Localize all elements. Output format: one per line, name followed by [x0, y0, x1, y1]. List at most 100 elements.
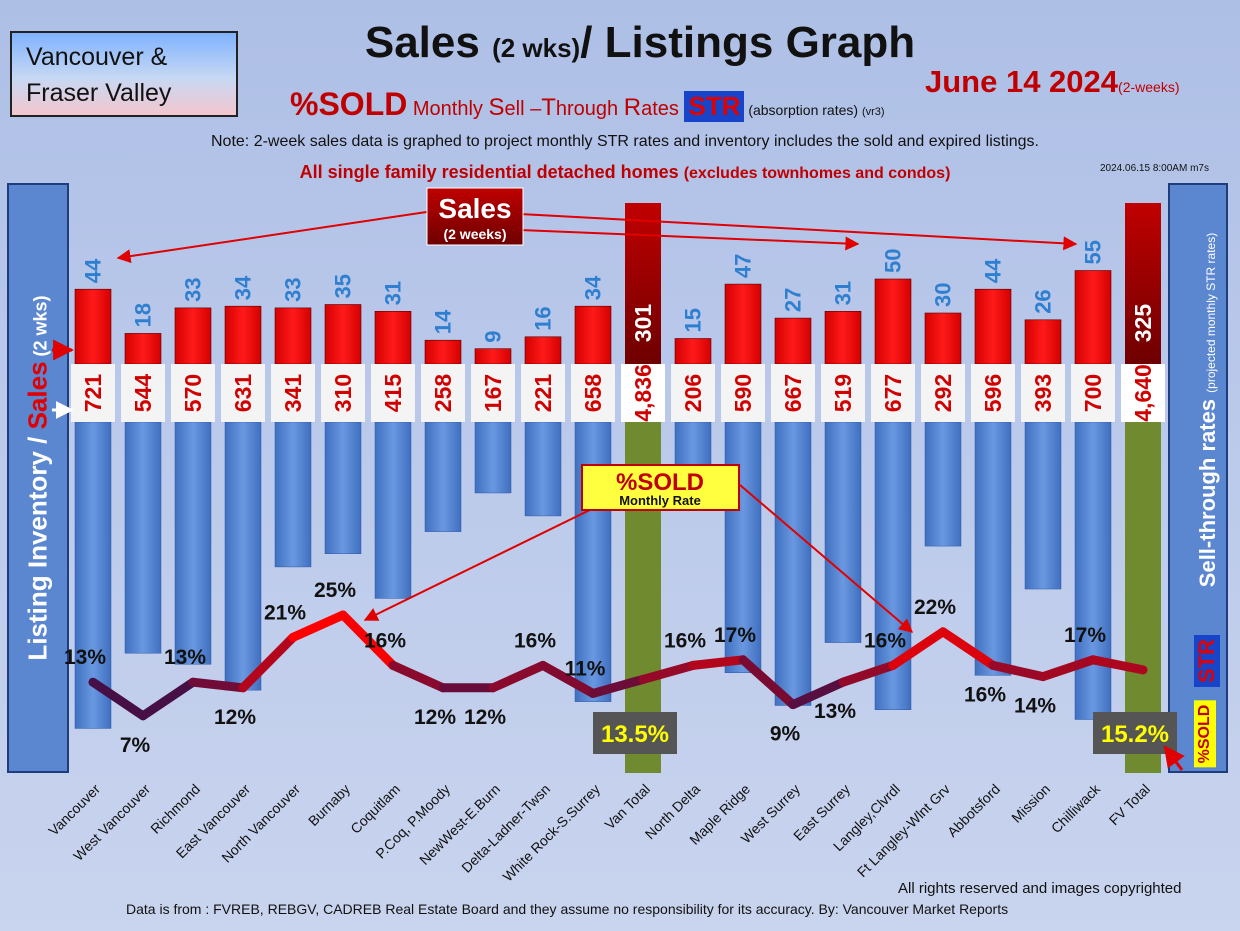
sold-label: 9%	[770, 723, 801, 746]
inventory-label: 570	[180, 374, 206, 412]
sales-callout-arrow-2	[519, 229, 860, 251]
inventory-label-cell	[421, 364, 465, 422]
sold-callout-sub: Monthly Rate	[619, 493, 701, 508]
inventory-label-cell	[721, 364, 765, 422]
sold-label: 16%	[964, 683, 1006, 706]
sales-label: 18	[131, 303, 156, 327]
report-date: June 14 2024(2-weeks)	[925, 64, 1180, 100]
inventory-label-cell	[1021, 364, 1065, 422]
chart-subtitle: %SOLD Monthly Sell –Through Rates STR (a…	[290, 86, 885, 123]
inventory-label: 631	[230, 374, 256, 413]
subtitle-version: (vr3)	[861, 106, 885, 118]
inventory-label: 206	[680, 374, 706, 412]
total-sold-box	[1093, 712, 1177, 754]
inventory-bar	[174, 421, 212, 665]
sales-label: 33	[181, 277, 206, 301]
inventory-label: 596	[980, 374, 1006, 412]
inventory-bar	[224, 421, 262, 691]
sales-bar	[124, 333, 162, 365]
inventory-bar	[274, 421, 312, 568]
bars-layer	[71, 203, 1165, 773]
title-part-1: Sales	[364, 18, 493, 67]
sold-line-segment	[738, 655, 798, 710]
chart-scope: All single family residential detached h…	[60, 162, 1190, 183]
sold-line-segment	[488, 660, 548, 693]
x-tick-label: Abbotsford	[944, 781, 1003, 840]
source-text: Data is from : FVREB, REBGV, CADREB Real…	[126, 901, 1009, 917]
fv-total-pointer-arrow	[1163, 745, 1185, 771]
chart-note: Note: 2-week sales data is graphed to pr…	[211, 133, 1039, 150]
sales-bar	[724, 283, 762, 365]
inventory-bar	[1125, 364, 1161, 773]
sales-bar	[974, 288, 1012, 365]
sales-bar	[625, 203, 661, 364]
sales-bar	[574, 305, 612, 365]
x-tick-label: Delta-Ladner-Twsn	[458, 781, 553, 876]
sales-bar	[174, 307, 212, 365]
inventory-label: 721	[80, 374, 106, 413]
sales-label: 34	[231, 275, 256, 300]
inventory-label-cell	[521, 364, 565, 422]
chart-title: Sales (2 wks)/ Listings Graph	[260, 18, 1020, 68]
sales-label: 325	[1130, 304, 1156, 343]
inventory-bar	[974, 421, 1012, 676]
subtitle-sold: %SOLD	[290, 86, 408, 122]
sales-label: 44	[981, 258, 1006, 283]
region-box: Vancouver & Fraser Valley	[10, 31, 238, 117]
sales-bar	[224, 305, 262, 365]
sales-label: 55	[1081, 240, 1106, 264]
inventory-bar	[424, 421, 462, 532]
sold-label: 7%	[120, 734, 151, 757]
sales-bar	[524, 336, 562, 365]
inventory-bar	[74, 421, 112, 729]
total-sold-label: 15.2%	[1101, 721, 1169, 748]
subtitle-absorption: (absorption rates)	[744, 102, 862, 118]
sales-callout-title: Sales	[438, 193, 511, 224]
sold-line-segment	[288, 610, 348, 642]
sales-bar	[774, 317, 812, 365]
sold-line-segment	[1038, 655, 1098, 682]
inventory-bar	[1074, 421, 1112, 720]
subtitle-s: S	[488, 94, 505, 121]
inventory-label: 341	[280, 374, 306, 413]
sold-label: 16%	[514, 629, 556, 652]
sold-label: 16%	[364, 629, 406, 652]
sales-label: 27	[781, 288, 806, 312]
inventory-label: 167	[480, 374, 506, 412]
sold-label: 12%	[464, 706, 506, 729]
sold-line-segment	[638, 660, 698, 684]
sales-bar	[924, 312, 962, 365]
sales-callout-box	[426, 187, 524, 246]
sold-line-segment	[838, 660, 898, 687]
sales-label: 31	[381, 281, 406, 305]
sales-label: 30	[931, 283, 956, 307]
inventory-label-cell	[471, 364, 515, 422]
sales-bar	[874, 278, 912, 365]
inventory-label-cell	[1071, 364, 1115, 422]
sales-label: 15	[681, 308, 706, 332]
sales-label: 9	[481, 330, 506, 342]
inventory-bar	[625, 364, 661, 773]
sold-line-segment	[888, 627, 948, 670]
subtitle-hrough: hrough	[555, 98, 624, 120]
sold-label: 16%	[864, 629, 906, 652]
sold-label: 13%	[814, 700, 856, 723]
inventory-label-cell	[621, 364, 665, 422]
sold-label: 13%	[164, 646, 206, 669]
inventory-bar	[774, 421, 812, 706]
inventory-label-cell	[871, 364, 915, 422]
scope-text: All single family residential detached h…	[299, 162, 684, 182]
str-badge: STR	[684, 91, 745, 122]
sold-line-segment	[88, 677, 148, 721]
labels-layer: 721 44 544 18 570 33 631 34 341 33 310 35 415 31 258 14…	[64, 240, 1177, 757]
sales-label: 35	[331, 274, 356, 298]
left-axis-panel	[7, 183, 69, 773]
sales-bar	[274, 307, 312, 365]
inventory-label: 310	[330, 374, 356, 412]
sales-label: 14	[431, 309, 456, 334]
sold-line-segment	[688, 655, 748, 670]
sold-label: 11%	[565, 657, 606, 680]
sold-line-segment	[588, 674, 648, 698]
inventory-bar	[324, 421, 362, 554]
